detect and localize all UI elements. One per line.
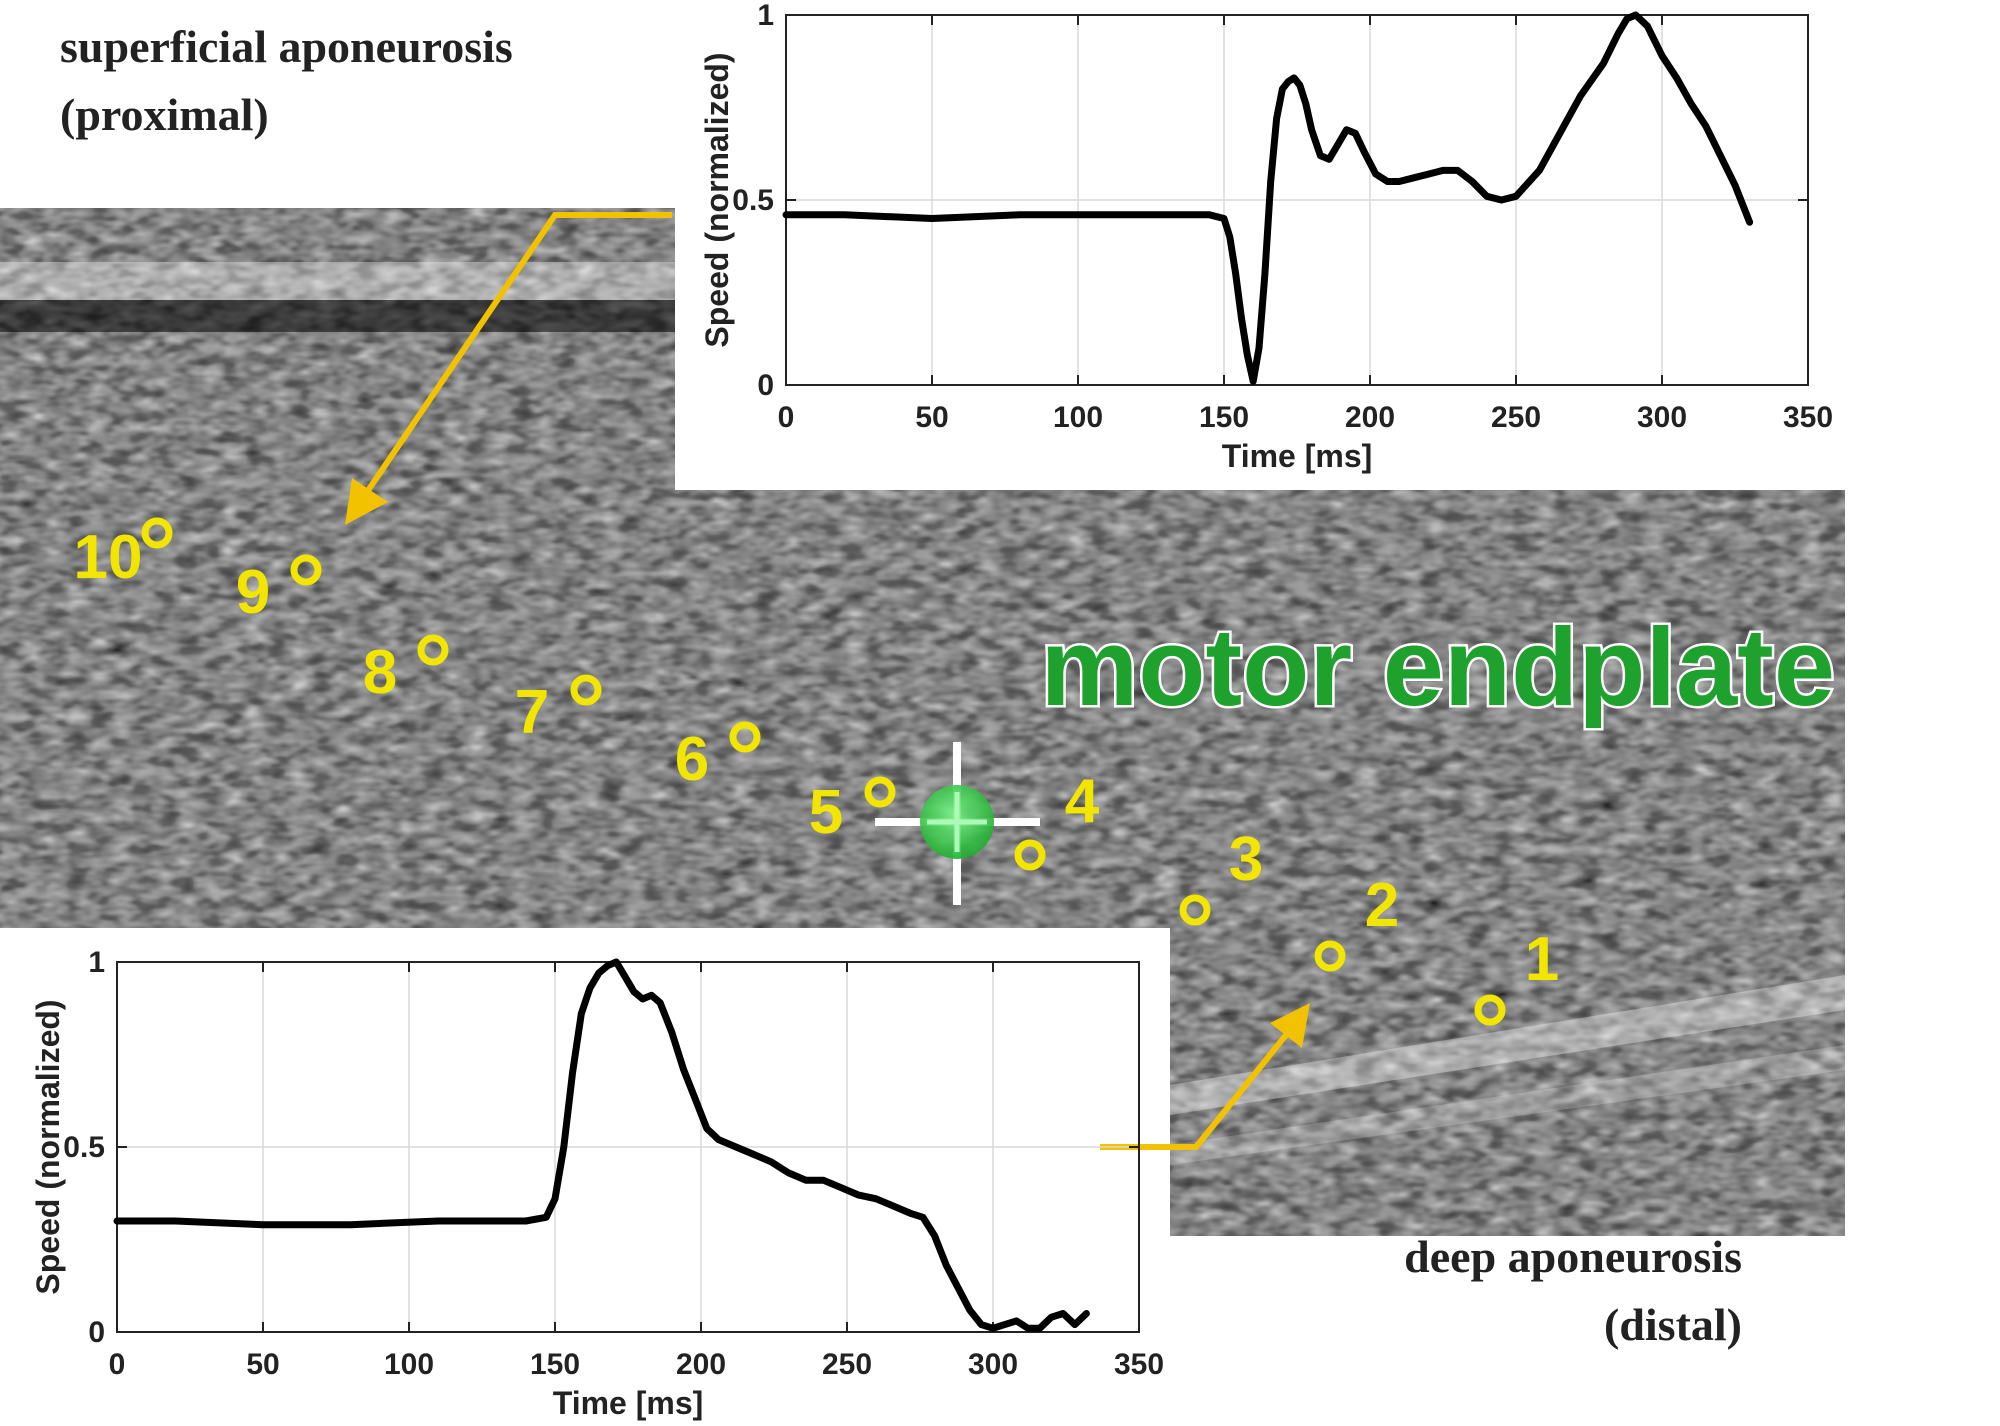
y-tick-label: 0 (88, 1316, 105, 1349)
y-axis-label: Speed (normalized) (699, 52, 735, 347)
marker-7-circle (570, 674, 602, 706)
deep-label-line1: deep aponeurosis (1404, 1231, 1742, 1282)
marker-10-circle (141, 517, 173, 549)
marker-9-label: 9 (236, 558, 270, 627)
marker-3-circle (1179, 894, 1211, 926)
marker-10-label: 10 (74, 523, 143, 592)
x-tick-label: 200 (676, 1348, 726, 1381)
x-tick-label: 50 (915, 401, 948, 434)
marker-5-circle (864, 776, 896, 808)
x-tick-label: 0 (778, 401, 795, 434)
y-tick-label: 0.5 (63, 1131, 105, 1164)
superficial-label-line2: (proximal) (60, 89, 269, 140)
marker-8-circle (417, 634, 449, 666)
marker-6-label: 6 (675, 725, 709, 794)
marker-1-circle (1474, 994, 1506, 1026)
electrode-markers: 10 9 8 7 6 5 4 3 2 1 (74, 517, 1559, 1026)
marker-5-label: 5 (809, 778, 843, 847)
marker-1-label: 1 (1525, 925, 1559, 994)
marker-3-label: 3 (1229, 825, 1263, 894)
marker-4-circle (1014, 839, 1046, 871)
y-axis-label: Speed (normalized) (30, 999, 66, 1294)
marker-6-circle (729, 721, 761, 753)
top-chart-panel (675, 0, 1845, 490)
deep-aponeurosis-band (1170, 975, 1845, 1115)
superficial-label-line1: superficial aponeurosis (60, 21, 513, 72)
marker-7-label: 7 (515, 678, 549, 747)
series-line-0 (782, 11, 1754, 385)
marker-9-circle (290, 554, 322, 586)
x-tick-label: 250 (822, 1348, 872, 1381)
x-tick-label: 50 (246, 1348, 279, 1381)
marker-8-label: 8 (363, 638, 397, 707)
x-tick-label: 150 (1199, 401, 1249, 434)
superficial-aponeurosis-band (0, 262, 700, 300)
endplate-inner-cross (927, 792, 987, 852)
marker-2-label: 2 (1365, 871, 1399, 940)
arrow-top (345, 212, 672, 525)
series-line-0 (113, 958, 1090, 1332)
x-tick-label: 0 (109, 1348, 126, 1381)
x-tick-label: 300 (1637, 401, 1687, 434)
y-tick-label: 1 (757, 0, 774, 32)
y-tick-label: 0 (757, 369, 774, 402)
x-tick-label: 150 (530, 1348, 580, 1381)
x-tick-label: 300 (968, 1348, 1018, 1381)
y-tick-label: 1 (88, 946, 105, 979)
chart-top: 0 50 100 150 200 250 300 350 0 0.5 1 Time [ms] Speed… (699, 0, 1833, 474)
chart-bottom: 0 50 100 150 200 250 300 350 0 0.5 1 Time [ms] Speed… (30, 946, 1164, 1421)
x-tick-label: 200 (1345, 401, 1395, 434)
x-axis-label: Time [ms] (553, 1385, 704, 1421)
x-tick-label: 250 (1491, 401, 1541, 434)
x-tick-label: 100 (384, 1348, 434, 1381)
y-tick-label: 0.5 (732, 184, 774, 217)
motor-endplate-label: motor endplate (1041, 606, 1836, 729)
deep-label-line2: (distal) (1604, 1299, 1742, 1350)
marker-2-circle (1314, 940, 1346, 972)
x-axis-label: Time [ms] (1222, 438, 1373, 474)
x-tick-label: 350 (1783, 401, 1833, 434)
x-tick-label: 350 (1114, 1348, 1164, 1381)
marker-4-label: 4 (1065, 767, 1100, 836)
x-tick-label: 100 (1053, 401, 1103, 434)
